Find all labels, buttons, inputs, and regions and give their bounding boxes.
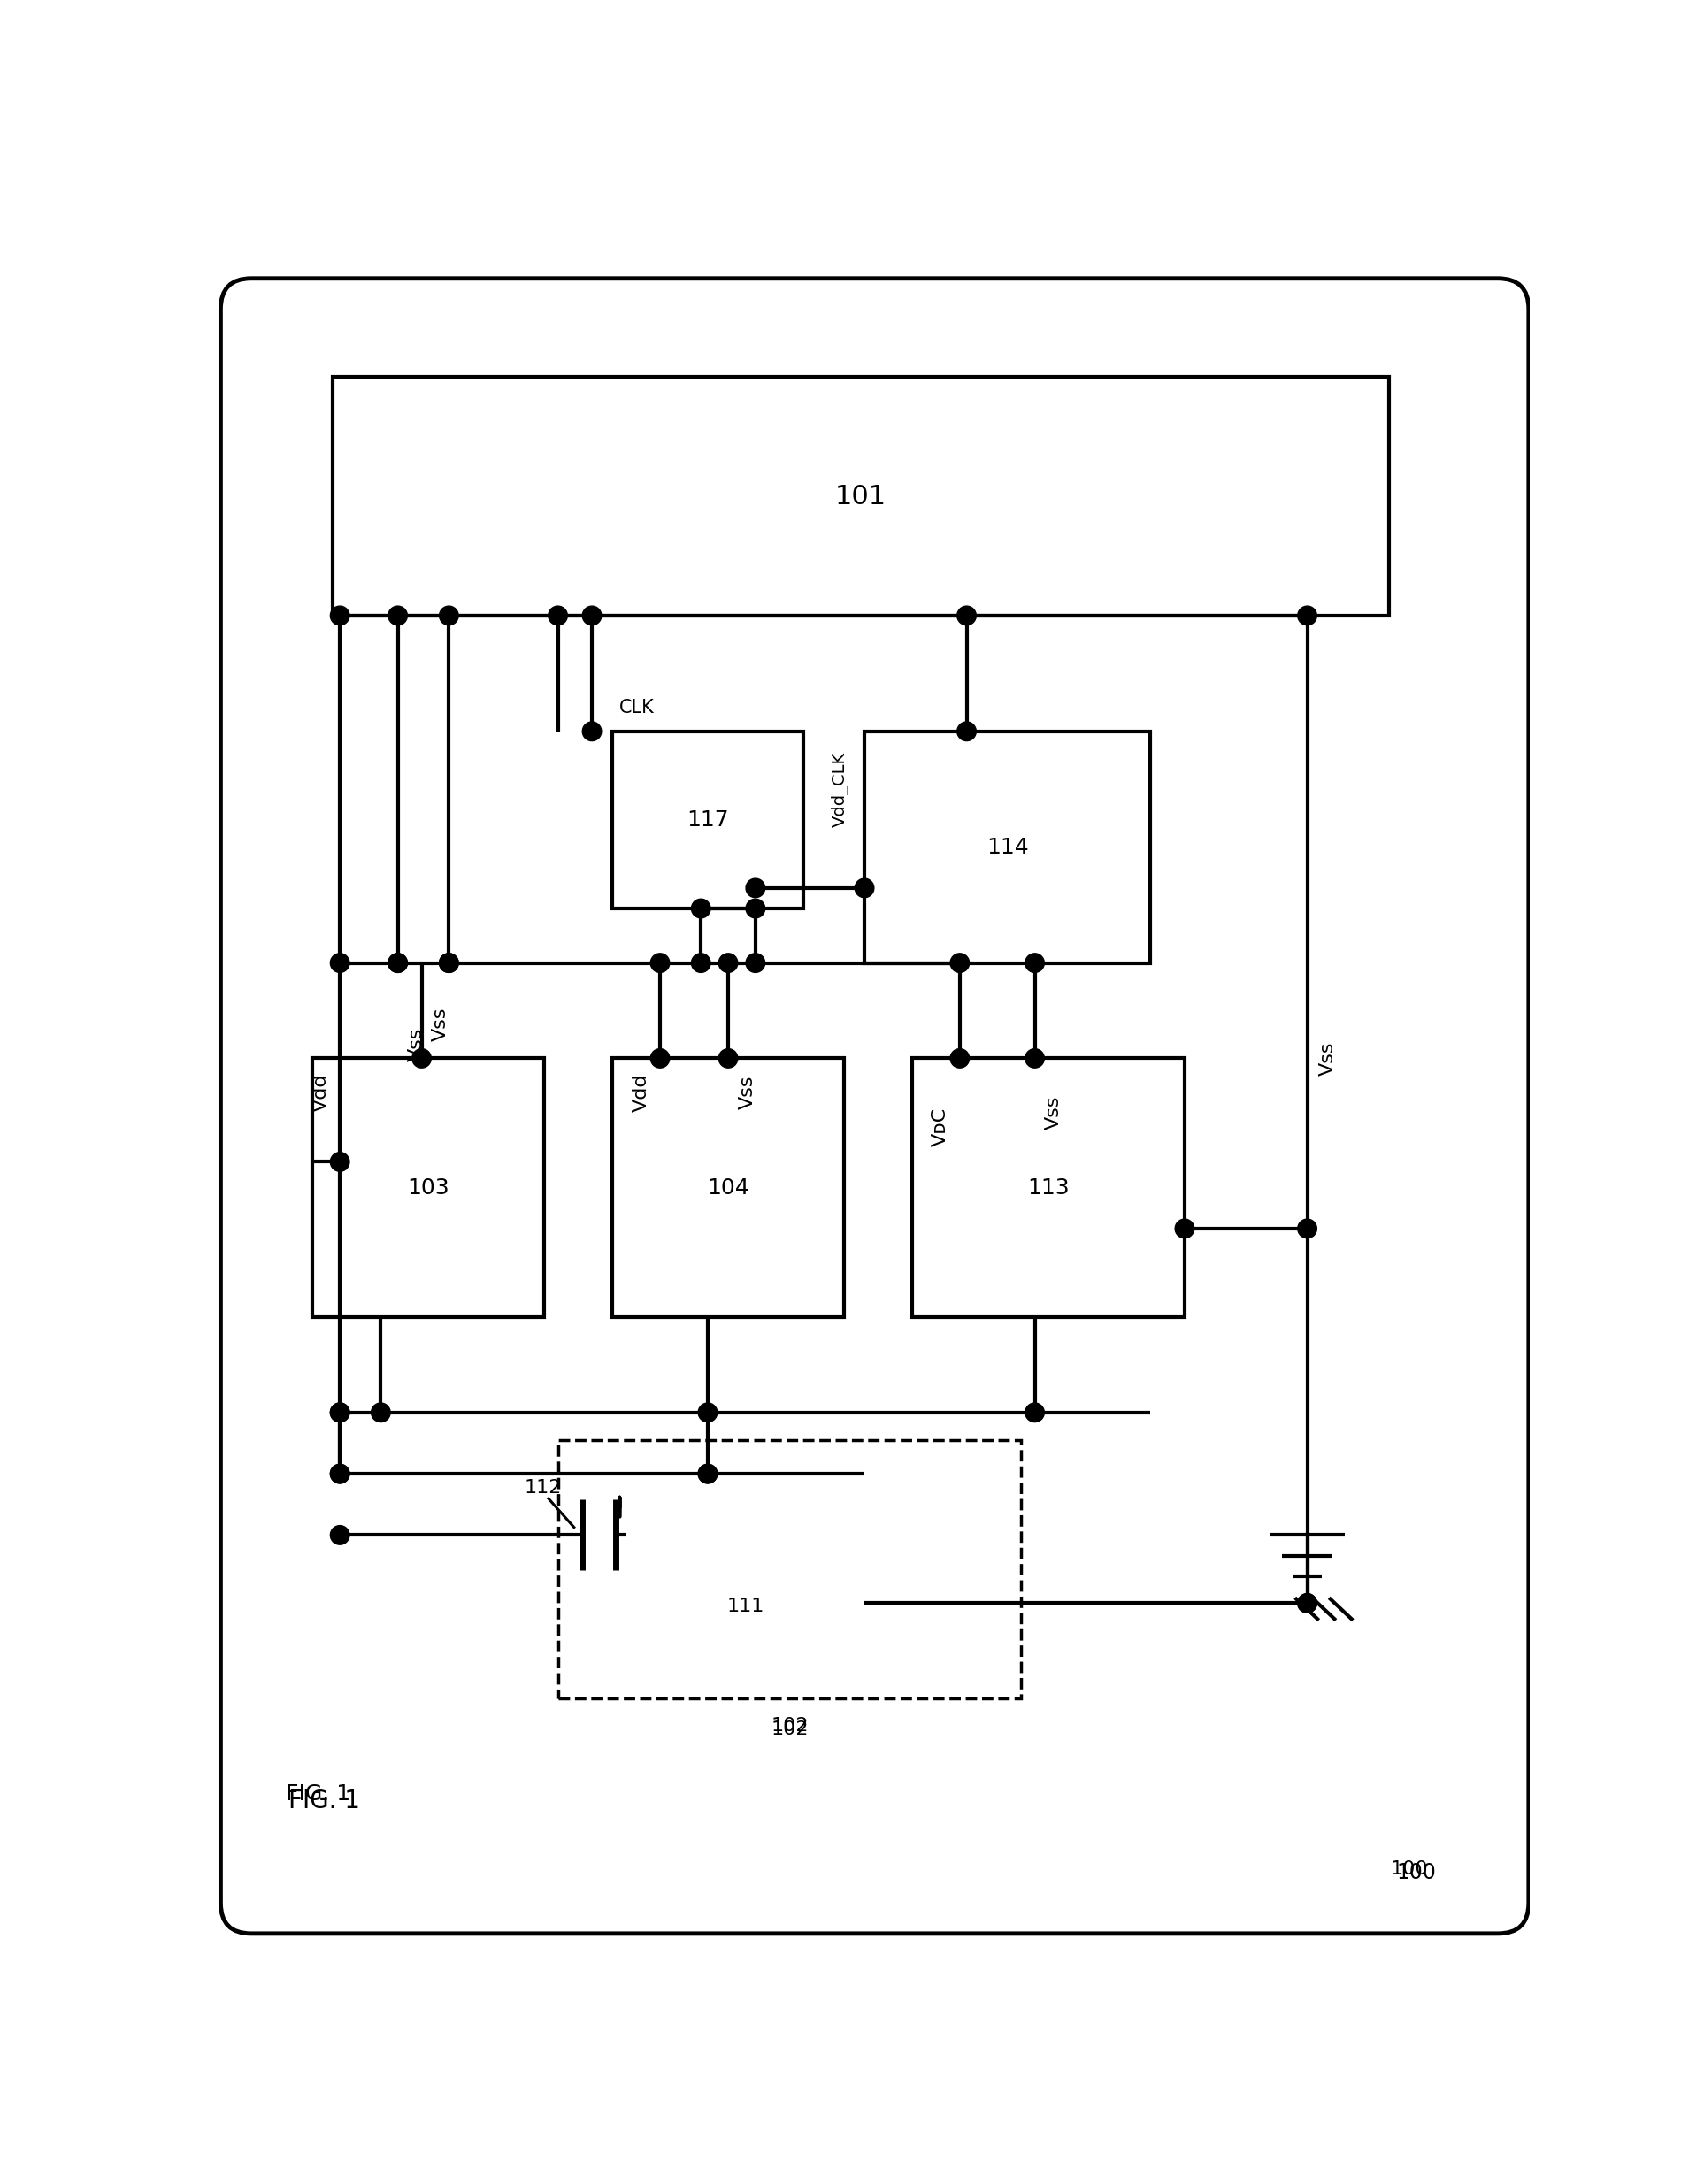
Circle shape (958, 723, 976, 740)
Text: FIG. 1: FIG. 1 (285, 1784, 349, 1804)
Circle shape (855, 878, 874, 898)
Circle shape (583, 605, 602, 625)
Circle shape (1176, 1219, 1195, 1238)
FancyBboxPatch shape (220, 277, 1528, 1933)
Circle shape (746, 878, 765, 898)
Circle shape (719, 1048, 738, 1068)
Circle shape (331, 605, 349, 625)
Text: 100: 100 (1396, 1861, 1436, 1883)
Circle shape (692, 954, 711, 972)
Circle shape (746, 954, 765, 972)
Text: VᴅC: VᴅC (932, 1107, 949, 1147)
Circle shape (389, 605, 407, 625)
Circle shape (440, 954, 458, 972)
Text: 114: 114 (987, 836, 1029, 858)
Circle shape (440, 605, 458, 625)
Circle shape (412, 1048, 431, 1068)
Text: 102: 102 (770, 1717, 808, 1734)
Text: Vss: Vss (431, 1007, 450, 1042)
Text: Vss: Vss (1319, 1042, 1336, 1075)
Bar (312, 1059, 544, 1317)
Circle shape (1298, 605, 1317, 625)
Text: 100: 100 (1390, 1861, 1428, 1878)
Circle shape (331, 1527, 349, 1544)
Circle shape (371, 1402, 390, 1422)
Circle shape (331, 1153, 349, 1171)
Text: 101: 101 (835, 483, 886, 509)
Text: CLK: CLK (619, 699, 654, 716)
Circle shape (692, 900, 711, 917)
Bar (625, 1555, 864, 1658)
Circle shape (583, 723, 602, 740)
Circle shape (440, 954, 458, 972)
Circle shape (1026, 1048, 1045, 1068)
Circle shape (389, 954, 407, 972)
Bar (864, 732, 1150, 963)
Circle shape (331, 1463, 349, 1483)
Text: 112: 112 (523, 1479, 561, 1496)
Circle shape (1298, 1219, 1317, 1238)
Text: Vdd: Vdd (312, 1072, 329, 1112)
Text: Vss: Vss (407, 1029, 426, 1061)
Circle shape (1298, 1594, 1317, 1612)
Text: Vdd: Vdd (632, 1072, 649, 1112)
Circle shape (746, 900, 765, 917)
Text: Vdd_CLK: Vdd_CLK (832, 751, 850, 828)
Circle shape (651, 954, 670, 972)
Circle shape (331, 1402, 349, 1422)
Text: 103: 103 (407, 1177, 450, 1199)
Bar (912, 1059, 1184, 1317)
Text: FIG. 1: FIG. 1 (288, 1789, 361, 1813)
Circle shape (389, 954, 407, 972)
Circle shape (699, 1463, 717, 1483)
Circle shape (951, 954, 970, 972)
Text: 111: 111 (726, 1599, 763, 1616)
Circle shape (331, 954, 349, 972)
Circle shape (1298, 1594, 1317, 1612)
Text: 113: 113 (1028, 1177, 1070, 1199)
Circle shape (951, 1048, 970, 1068)
Bar (612, 1059, 843, 1317)
Bar (557, 1439, 1021, 1699)
Circle shape (331, 1463, 349, 1483)
Text: Vss: Vss (738, 1075, 757, 1109)
Text: 104: 104 (707, 1177, 750, 1199)
Circle shape (719, 954, 738, 972)
Circle shape (958, 605, 976, 625)
Text: 117: 117 (687, 810, 729, 830)
Bar (332, 378, 1389, 616)
Circle shape (699, 1402, 717, 1422)
Circle shape (699, 1463, 717, 1483)
Circle shape (651, 1048, 670, 1068)
Circle shape (1026, 1402, 1045, 1422)
Circle shape (331, 1402, 349, 1422)
Text: Vss: Vss (1045, 1096, 1063, 1129)
Text: 102: 102 (770, 1721, 808, 1738)
Bar (612, 732, 803, 909)
Circle shape (1026, 954, 1045, 972)
Circle shape (549, 605, 567, 625)
